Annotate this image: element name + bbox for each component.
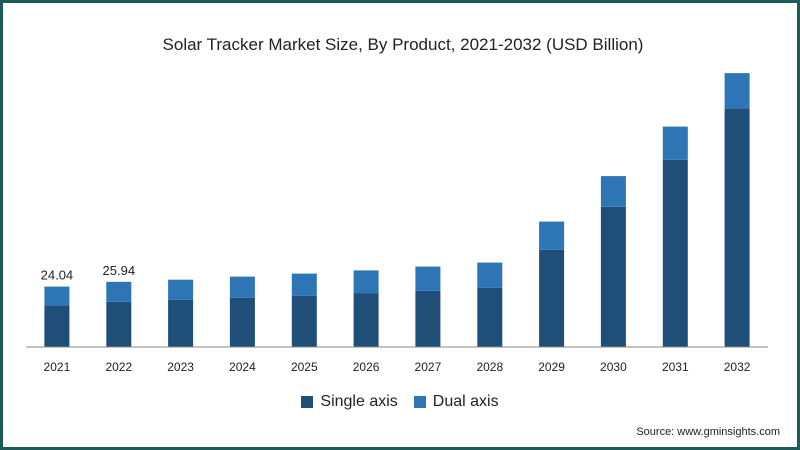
bar-dual-axis-2021 xyxy=(44,286,70,306)
bar-single-axis-2032 xyxy=(724,108,750,347)
bar-single-axis-2021 xyxy=(44,305,70,347)
bar-dual-axis-2029 xyxy=(539,221,565,250)
legend-label: Single axis xyxy=(320,393,398,410)
bar-single-axis-2024 xyxy=(229,297,255,347)
bar-dual-axis-2026 xyxy=(353,270,379,294)
x-tick-label-2026: 2026 xyxy=(353,360,380,374)
bar-dual-axis-2024 xyxy=(229,276,255,298)
bar-dual-axis-2022 xyxy=(106,281,132,302)
x-tick-label-2027: 2027 xyxy=(415,360,442,374)
bar-single-axis-2022 xyxy=(106,301,132,347)
legend-swatch xyxy=(301,396,314,408)
x-tick-label-2031: 2031 xyxy=(662,360,689,374)
bar-single-axis-2030 xyxy=(600,206,626,347)
x-tick-label-2022: 2022 xyxy=(105,360,132,374)
source-note: Source: www.gminsights.com xyxy=(636,426,780,438)
x-tick-label-2030: 2030 xyxy=(600,360,627,374)
bar-single-axis-2031 xyxy=(662,159,688,347)
bar-single-axis-2029 xyxy=(539,249,565,347)
legend: Single axis Dual axis xyxy=(0,393,800,411)
x-tick-label-2025: 2025 xyxy=(291,360,318,374)
bar-dual-axis-2028 xyxy=(477,262,503,288)
bar-dual-axis-2023 xyxy=(168,279,194,300)
chart-title: Solar Tracker Market Size, By Product, 2… xyxy=(162,35,644,54)
bar-single-axis-2026 xyxy=(353,293,379,347)
legend-swatch xyxy=(413,396,426,408)
x-tick-label-2023: 2023 xyxy=(167,360,194,374)
x-tick-label-2021: 2021 xyxy=(44,360,71,374)
legend-item-single-axis: Single axis xyxy=(301,393,398,411)
bar-dual-axis-2032 xyxy=(724,73,750,109)
x-tick-label-2029: 2029 xyxy=(538,360,565,374)
data-label-2021: 24.04 xyxy=(41,268,74,283)
x-tick-label-2024: 2024 xyxy=(229,360,256,374)
bar-single-axis-2023 xyxy=(168,299,194,347)
bar-dual-axis-2025 xyxy=(291,273,317,296)
bar-single-axis-2027 xyxy=(415,290,441,347)
bar-single-axis-2028 xyxy=(477,287,503,347)
bar-single-axis-2025 xyxy=(291,295,317,347)
legend-label: Dual axis xyxy=(432,393,499,410)
x-tick-label-2028: 2028 xyxy=(476,360,503,374)
bar-dual-axis-2031 xyxy=(662,126,688,160)
data-label-2022: 25.94 xyxy=(103,263,136,278)
x-tick-label-2032: 2032 xyxy=(724,360,751,374)
legend-item-dual-axis: Dual axis xyxy=(413,393,499,411)
bar-dual-axis-2030 xyxy=(600,176,626,207)
bar-dual-axis-2027 xyxy=(415,266,441,291)
